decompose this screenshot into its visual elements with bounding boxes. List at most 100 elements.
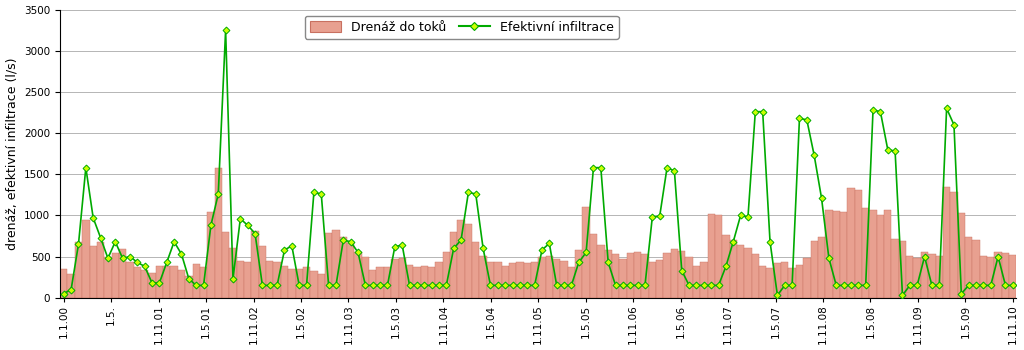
- Bar: [310, 271, 317, 298]
- Bar: [921, 252, 928, 298]
- Bar: [936, 256, 943, 298]
- Bar: [781, 262, 788, 298]
- Bar: [818, 237, 825, 298]
- Bar: [97, 242, 104, 298]
- Bar: [486, 262, 495, 298]
- Bar: [458, 219, 465, 298]
- Bar: [833, 211, 840, 298]
- Bar: [296, 269, 303, 298]
- Bar: [671, 249, 678, 298]
- Bar: [892, 239, 899, 298]
- Bar: [237, 261, 244, 298]
- Bar: [708, 214, 715, 298]
- Bar: [774, 263, 781, 298]
- Y-axis label: drenáž, efektivní infiltrace (l/s): drenáž, efektivní infiltrace (l/s): [5, 57, 18, 250]
- Bar: [317, 274, 325, 298]
- Bar: [700, 261, 708, 298]
- Bar: [156, 266, 163, 298]
- Bar: [840, 212, 847, 298]
- Bar: [207, 212, 215, 298]
- Bar: [744, 248, 752, 298]
- Bar: [627, 253, 634, 298]
- Bar: [604, 250, 612, 298]
- Bar: [928, 254, 936, 298]
- Bar: [516, 262, 523, 298]
- Bar: [185, 275, 193, 298]
- Bar: [340, 237, 347, 298]
- Bar: [877, 215, 884, 298]
- Bar: [612, 254, 620, 298]
- Bar: [567, 267, 575, 298]
- Bar: [406, 265, 414, 298]
- Bar: [847, 188, 855, 298]
- Bar: [251, 231, 259, 298]
- Bar: [369, 270, 377, 298]
- Bar: [752, 254, 759, 298]
- Bar: [899, 241, 906, 298]
- Bar: [884, 210, 892, 298]
- Bar: [1009, 255, 1017, 298]
- Bar: [421, 266, 428, 298]
- Bar: [325, 233, 333, 298]
- Bar: [546, 256, 553, 298]
- Bar: [634, 252, 641, 298]
- Bar: [82, 220, 89, 298]
- Bar: [796, 265, 803, 298]
- Bar: [178, 270, 185, 298]
- Bar: [987, 257, 994, 298]
- Bar: [811, 241, 818, 298]
- Bar: [391, 259, 398, 298]
- Bar: [479, 256, 486, 298]
- Bar: [60, 269, 68, 298]
- Bar: [104, 257, 112, 298]
- Bar: [215, 168, 222, 298]
- Bar: [377, 267, 384, 298]
- Bar: [229, 247, 237, 298]
- Bar: [737, 245, 744, 298]
- Bar: [560, 261, 567, 298]
- Bar: [163, 266, 170, 298]
- Bar: [281, 266, 288, 298]
- Bar: [193, 264, 200, 298]
- Bar: [361, 257, 369, 298]
- Bar: [583, 207, 590, 298]
- Bar: [68, 274, 75, 298]
- Bar: [620, 259, 627, 298]
- Bar: [693, 266, 700, 298]
- Bar: [428, 267, 435, 298]
- Bar: [465, 224, 472, 298]
- Bar: [656, 260, 664, 298]
- Bar: [766, 268, 774, 298]
- Bar: [450, 232, 458, 298]
- Bar: [722, 235, 729, 298]
- Bar: [75, 242, 82, 298]
- Bar: [495, 262, 502, 298]
- Bar: [994, 252, 1001, 298]
- Bar: [965, 237, 973, 298]
- Bar: [869, 210, 877, 298]
- Bar: [855, 190, 862, 298]
- Bar: [266, 261, 273, 298]
- Bar: [862, 208, 869, 298]
- Bar: [943, 187, 950, 298]
- Bar: [126, 261, 134, 298]
- Bar: [89, 246, 97, 298]
- Bar: [973, 240, 980, 298]
- Bar: [354, 252, 361, 298]
- Bar: [913, 258, 921, 298]
- Bar: [333, 230, 340, 298]
- Bar: [788, 268, 796, 298]
- Bar: [539, 257, 546, 298]
- Bar: [729, 240, 737, 298]
- Bar: [1001, 253, 1009, 298]
- Bar: [678, 251, 685, 298]
- Bar: [715, 215, 722, 298]
- Bar: [347, 243, 354, 298]
- Bar: [435, 262, 442, 298]
- Bar: [906, 256, 913, 298]
- Bar: [288, 269, 296, 298]
- Legend: Drenáž do toků, Efektivní infiltrace: Drenáž do toků, Efektivní infiltrace: [305, 16, 618, 39]
- Bar: [590, 234, 597, 298]
- Bar: [957, 213, 965, 298]
- Bar: [553, 259, 560, 298]
